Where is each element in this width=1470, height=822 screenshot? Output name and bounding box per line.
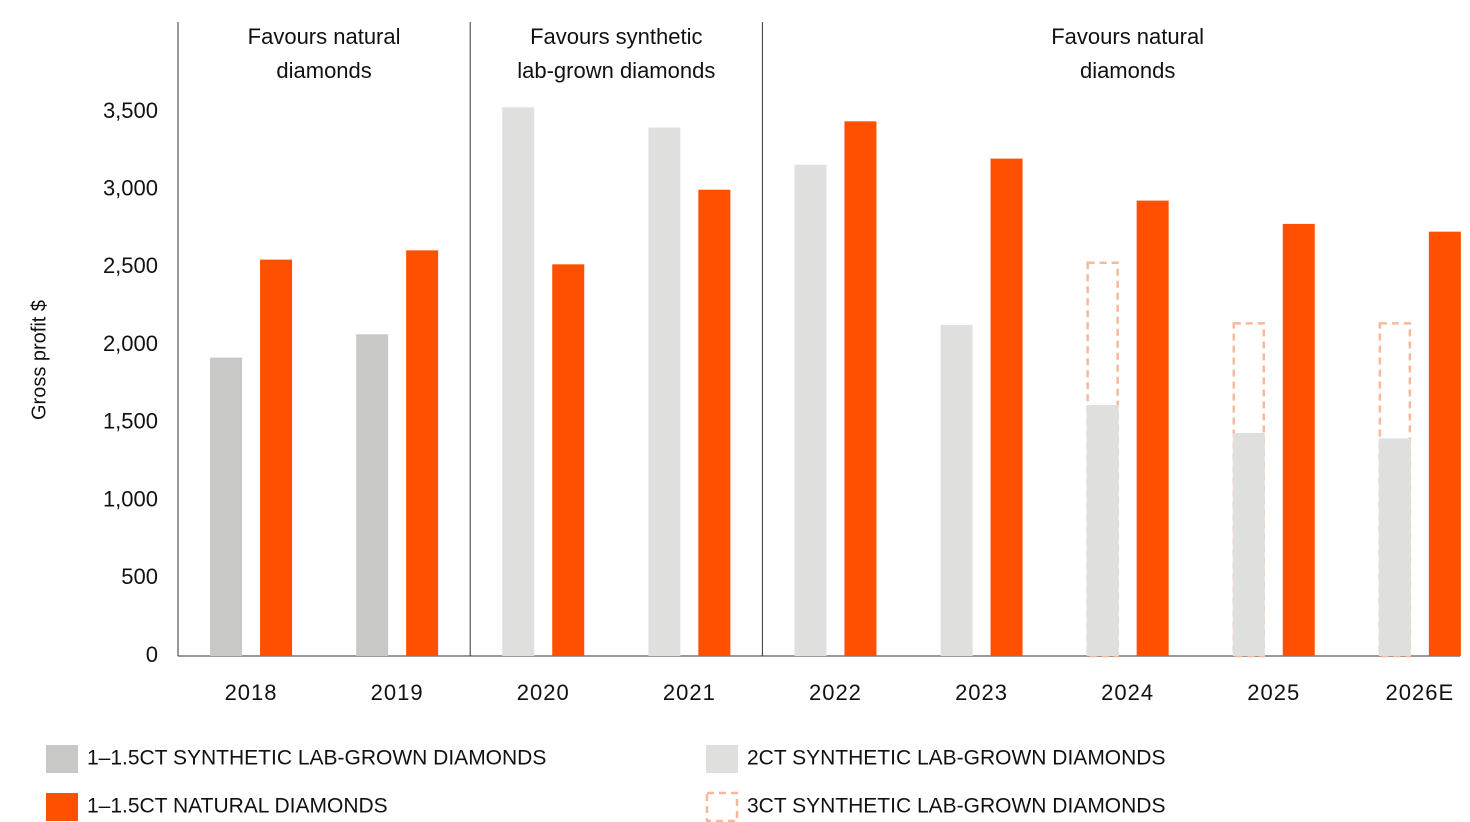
- bar: [990, 158, 1023, 656]
- bar: [502, 107, 535, 656]
- bar: [1428, 231, 1461, 656]
- legend-swatch: [46, 745, 78, 773]
- y-tick-label: 3,500: [103, 98, 158, 123]
- bar: [210, 357, 243, 656]
- bar: [1232, 432, 1265, 656]
- x-tick-label: 2020: [517, 680, 570, 705]
- region-label: Favours natural: [1051, 24, 1204, 49]
- bar: [1378, 438, 1411, 656]
- bar: [698, 189, 731, 656]
- bar: [260, 259, 293, 656]
- y-tick-label: 2,000: [103, 331, 158, 356]
- bar: [940, 324, 973, 656]
- bar: [844, 121, 877, 657]
- x-tick-label: 2025: [1247, 680, 1300, 705]
- x-tick-label: 2018: [225, 680, 278, 705]
- legend-swatch: [46, 793, 78, 821]
- region-label: diamonds: [276, 58, 371, 83]
- region-label: diamonds: [1080, 58, 1175, 83]
- y-tick-label: 0: [146, 642, 158, 667]
- bar: [1086, 404, 1119, 656]
- y-axis-label: Gross profit $: [28, 300, 50, 420]
- region-label: lab-grown diamonds: [517, 58, 715, 83]
- bar: [356, 334, 389, 656]
- legend-label: 3CT SYNTHETIC LAB-GROWN DIAMONDS: [747, 795, 1165, 818]
- legend-label: 1–1.5CT SYNTHETIC LAB-GROWN DIAMONDS: [87, 747, 546, 770]
- x-tick-label: 2021: [663, 680, 716, 705]
- bar: [1282, 223, 1315, 656]
- y-tick-label: 2,500: [103, 253, 158, 278]
- bar: [794, 164, 827, 657]
- y-tick-label: 3,000: [103, 176, 158, 201]
- region-label: Favours natural: [248, 24, 401, 49]
- legend-label: 1–1.5CT NATURAL DIAMONDS: [87, 795, 388, 818]
- bar: [552, 264, 585, 656]
- legend-swatch: [705, 791, 739, 822]
- y-tick-label: 1,500: [103, 409, 158, 434]
- x-tick-label: 2022: [809, 680, 862, 705]
- region-label: Favours synthetic: [530, 24, 702, 49]
- bar: [648, 127, 681, 657]
- x-tick-label: 2026E: [1386, 680, 1455, 705]
- x-tick-label: 2024: [1101, 680, 1154, 705]
- y-tick-label: 500: [121, 564, 158, 589]
- legend-swatch: [706, 745, 738, 773]
- x-tick-label: 2023: [955, 680, 1008, 705]
- legend-label: 2CT SYNTHETIC LAB-GROWN DIAMONDS: [747, 747, 1165, 770]
- bar: [1136, 200, 1169, 656]
- x-tick-label: 2019: [371, 680, 424, 705]
- y-tick-label: 1,000: [103, 486, 158, 511]
- bar: [406, 250, 439, 656]
